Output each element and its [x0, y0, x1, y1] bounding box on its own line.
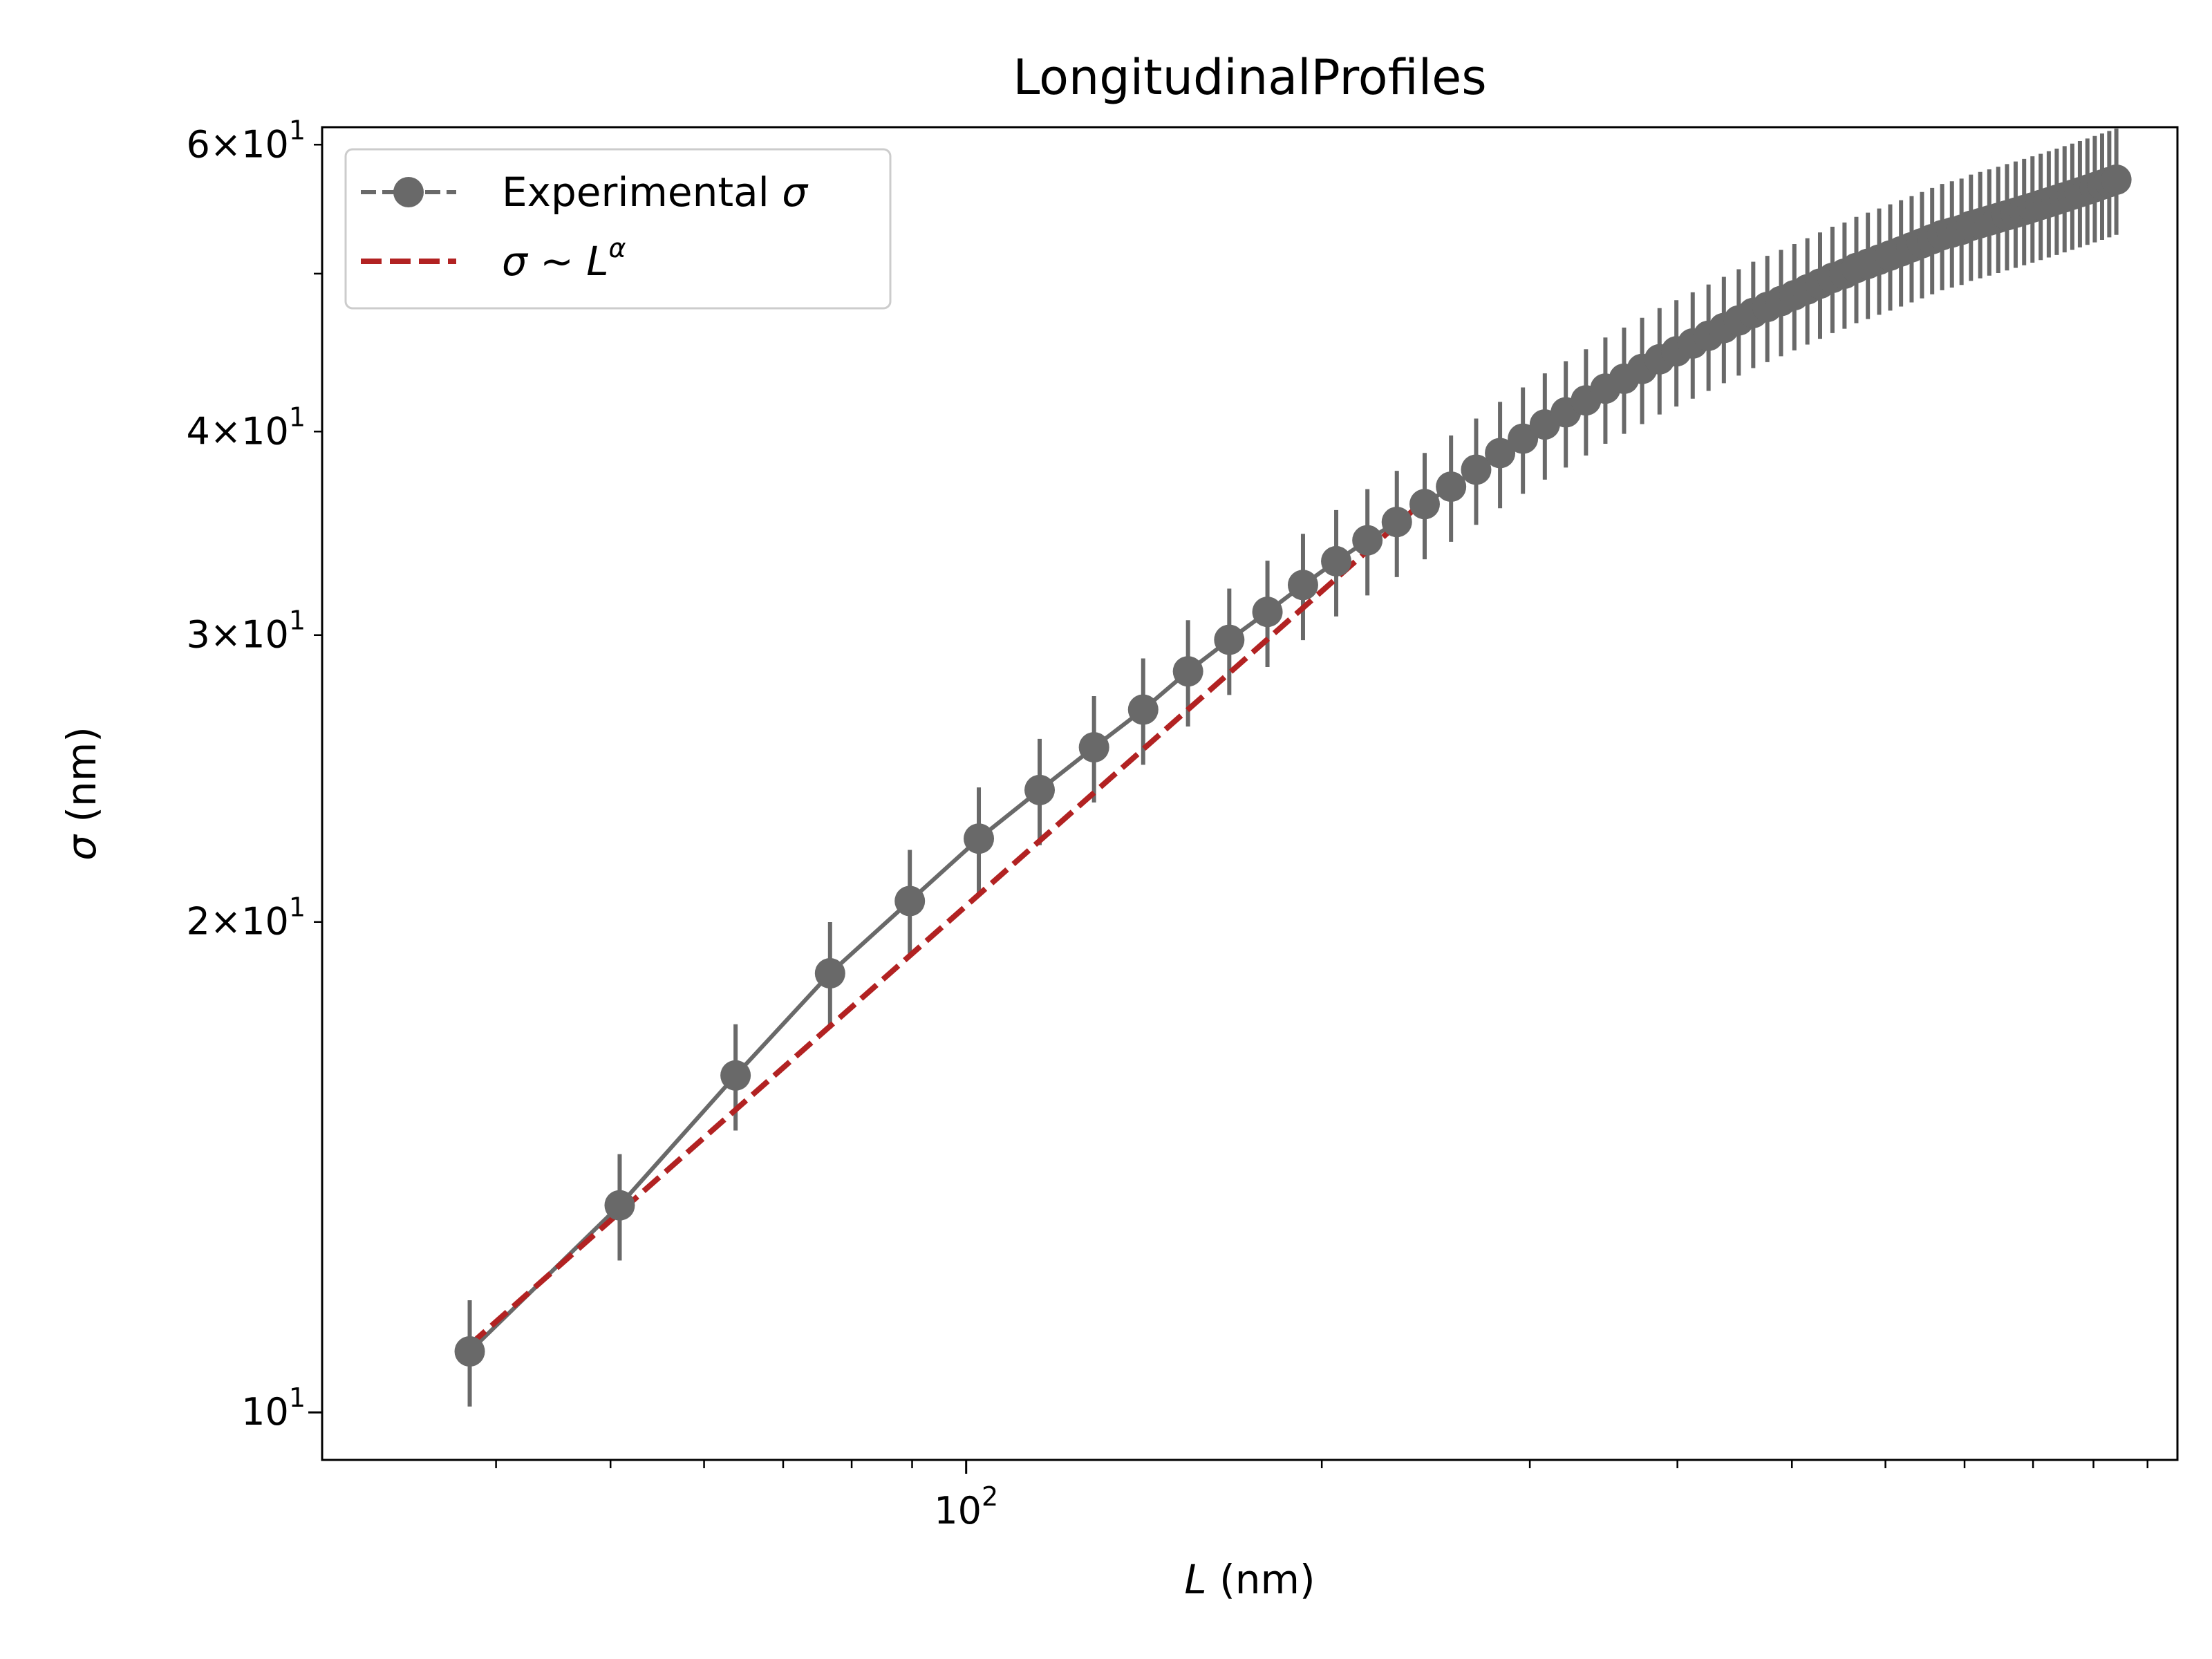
data-point: [720, 1060, 751, 1091]
legend-fit-sup: α: [609, 233, 626, 263]
x-axis-label-var: L: [1184, 1556, 1206, 1603]
data-point: [894, 885, 926, 917]
data-point: [1172, 656, 1203, 687]
data-point: [454, 1336, 485, 1367]
y-tick-label: 3×101: [186, 606, 306, 657]
y-axis-ticks: 101 2×101 3×101 4×101 6×101: [186, 115, 322, 1434]
series-lines-group: [467, 178, 2117, 1353]
errorbars-group: [467, 128, 2119, 1407]
plot-area: [454, 128, 2132, 1407]
legend-experimental-main: Experimental: [502, 169, 782, 216]
data-point: [1409, 489, 1440, 520]
y-tick-label: 2×101: [186, 892, 306, 944]
legend-experimental-sym: σ: [782, 169, 809, 216]
data-point: [814, 958, 845, 989]
x-axis-label: L (nm): [1184, 1556, 1315, 1603]
legend-experimental-label: Experimental σ: [502, 169, 809, 216]
y-axis-label-unit: (nm): [58, 727, 105, 835]
data-point: [1214, 624, 1245, 655]
data-point: [1381, 507, 1412, 538]
data-point: [1485, 438, 1516, 469]
legend-fit-main: σ ~ L: [502, 238, 609, 285]
y-tick-label: 6×101: [186, 115, 306, 166]
data-point: [1252, 597, 1283, 628]
markers-group: [454, 164, 2132, 1367]
legend-experimental-marker: [393, 177, 424, 207]
data-point: [2101, 164, 2132, 195]
y-tick-label: 4×101: [186, 402, 306, 453]
data-point: [1461, 454, 1492, 485]
y-tick-label: 101: [241, 1382, 306, 1434]
data-point: [1321, 545, 1352, 577]
x-tick-label: 102: [934, 1481, 998, 1533]
data-point: [1078, 732, 1109, 763]
data-point: [1127, 694, 1159, 725]
chart-title: LongitudinalProfiles: [1013, 49, 1486, 106]
data-point: [604, 1190, 635, 1221]
legend-box: [344, 148, 892, 310]
data-point: [1024, 774, 1056, 805]
x-axis-label-unit: (nm): [1207, 1556, 1315, 1603]
legend-fit-label: σ ~ Lα: [502, 233, 626, 285]
data-point: [1436, 471, 1467, 503]
y-axis-label-var: σ: [58, 834, 105, 861]
data-point: [1352, 525, 1383, 556]
data-point: [964, 823, 995, 854]
data-point: [1287, 570, 1318, 601]
data-point: [1508, 423, 1539, 454]
legend: Experimental σ σ ~ Lα: [344, 148, 892, 310]
series-experimental-line: [468, 178, 2117, 1353]
y-axis-label: σ (nm): [58, 727, 105, 861]
x-axis-ticks: 102: [495, 1460, 2149, 1533]
plot-frame: [321, 126, 2179, 1461]
